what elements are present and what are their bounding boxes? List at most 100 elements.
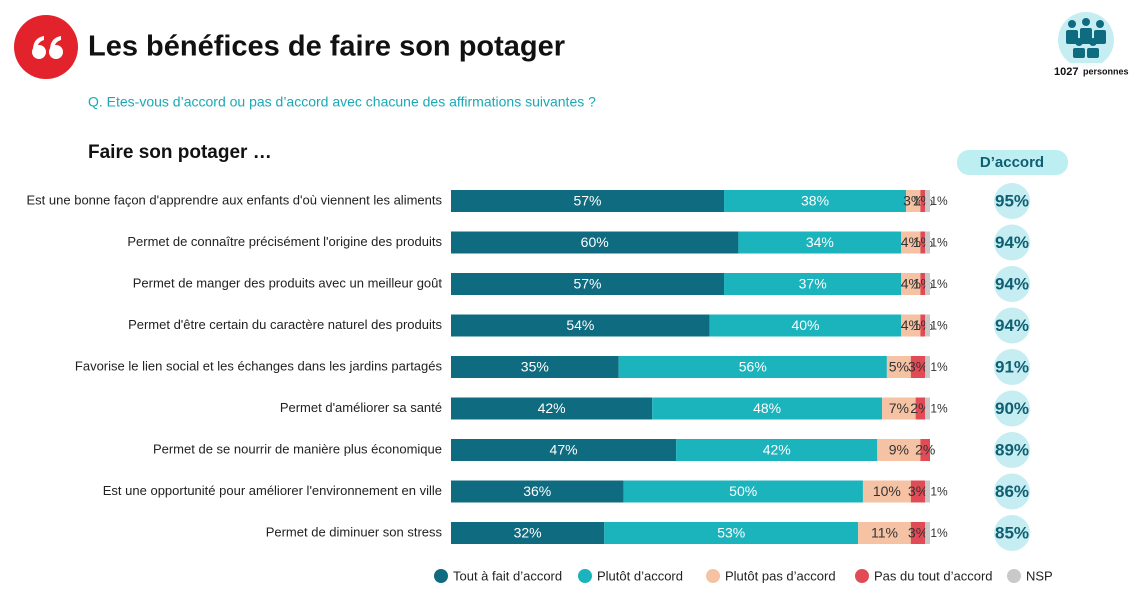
bar-segment [920,273,926,295]
bar-segment [910,356,926,378]
category-label: Permet d'améliorer sa santé [280,400,442,415]
bar-segment [901,314,921,337]
data-label: 53% [717,525,745,541]
category-label: Est une bonne façon d'apprendre aux enfa… [27,192,443,207]
bar-segment [862,480,911,503]
category-label: Permet de diminuer son stress [266,524,443,539]
totals-header: D’accord [980,154,1044,171]
total-label: 86% [995,482,1029,501]
bar-segment [910,480,926,503]
bar-segment [652,397,883,420]
totals-header-bg [957,150,1068,175]
legend-label: Plutôt d’accord [597,568,683,583]
category-label: Permet de connaître précisément l'origin… [127,234,442,249]
data-label: 34% [806,234,834,250]
bar-segment [451,480,624,503]
bar-segment [925,273,930,295]
category-label: Permet d'être certain du caractère natur… [128,317,442,332]
data-label: 1% [930,236,948,250]
data-label: 47% [550,442,578,458]
chart-title: Les bénéfices de faire son potager [88,31,565,63]
data-label: 56% [739,359,767,375]
total-bubble [994,183,1030,219]
data-label: 37% [799,276,827,292]
bar-segment [920,314,926,337]
legend-label: Pas du tout d’accord [874,568,993,583]
bar-segment [618,356,887,378]
legend-swatch [578,569,592,583]
legend-label: NSP [1026,568,1053,583]
bar-segment [451,231,739,254]
data-label: 1% [930,277,948,291]
legend-swatch [434,569,448,583]
bar-segment [724,190,907,212]
total-label: 94% [995,274,1029,293]
bar-segment [882,397,916,420]
bar-segment [901,273,921,295]
data-label: 54% [566,317,594,333]
total-label: 90% [995,399,1029,418]
data-label: 3% [908,483,928,499]
data-label: 1% [930,526,948,540]
bar-segment [451,439,677,461]
total-label: 89% [995,440,1029,459]
data-label: 42% [763,442,791,458]
category-label: Est une opportunité pour améliorer l'env… [103,483,442,498]
total-label: 95% [995,191,1029,210]
data-label: 36% [523,483,551,499]
bar-segment [724,273,902,295]
bar-segment [451,314,710,337]
data-label: 7% [889,400,909,416]
data-label: 9% [889,442,909,458]
data-label: 1% [930,360,948,374]
data-label: 40% [791,317,819,333]
bar-segment [901,231,921,254]
data-label: 48% [753,400,781,416]
bar-segment [709,314,902,337]
bar-segment [925,522,930,544]
data-label: 38% [801,193,829,209]
category-label: Favorise le lien social et les échanges … [75,358,443,373]
data-label: 32% [514,525,542,541]
legend-label: Plutôt pas d’accord [725,568,836,583]
total-bubble [994,390,1030,427]
total-label: 91% [995,357,1029,376]
data-label: 2% [915,442,935,458]
sample-icon: 1027 personnes [1052,12,1130,79]
data-label: 4% [901,234,921,250]
bar-segment [925,480,930,503]
total-bubble [994,432,1030,468]
total-bubble [994,349,1030,385]
data-label: 57% [573,193,601,209]
total-bubble [994,473,1030,510]
bar-segment [676,439,878,461]
bar-segment [451,273,725,295]
data-label: 1% [930,194,948,208]
total-bubble [994,307,1030,344]
bar-segment [877,439,921,461]
bar-segment [925,190,930,212]
bar-segment [915,397,926,420]
data-label: 42% [538,400,566,416]
legend-label: Tout à fait d’accord [453,568,562,583]
legend-swatch [1007,569,1021,583]
bar-segment [451,356,619,378]
data-label: 5% [889,359,909,375]
bar-segment [623,480,863,503]
bar-segment [604,522,859,544]
bar-segment [738,231,902,254]
bar-segment [451,397,653,420]
bar-segment [910,522,926,544]
total-bubble [994,515,1030,551]
sample-count: 1027 [1054,66,1078,78]
data-label: 1% [930,485,948,499]
legend-swatch [706,569,720,583]
category-label: Permet de manger des produits avec un me… [133,275,443,290]
total-label: 94% [995,316,1029,335]
bar-segment [920,231,926,254]
data-label: 11% [871,525,898,541]
bar-segment [925,314,930,337]
bar-segment [925,231,930,254]
bar-segment [925,397,930,420]
